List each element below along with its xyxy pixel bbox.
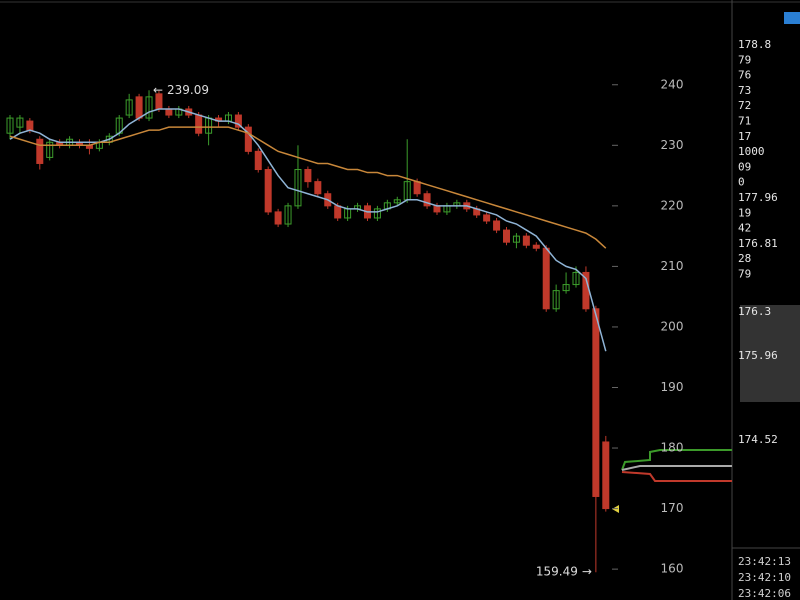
moving-average — [9, 126, 607, 249]
order-book-price: 174.52 — [738, 433, 778, 446]
order-book-price: 175.96 — [738, 349, 778, 362]
candle-body — [542, 247, 550, 310]
y-tick-label: 220 — [661, 198, 684, 212]
order-book-price: 178.8 — [738, 38, 771, 51]
bid-line — [621, 449, 732, 471]
candle-body — [145, 96, 153, 119]
candle-body — [46, 141, 54, 158]
arrow: ← — [153, 83, 163, 97]
candle-body — [294, 169, 302, 207]
arrow: → — [582, 565, 592, 579]
y-tick-label: 230 — [661, 138, 684, 152]
trade-time: 23:42:13 — [738, 555, 791, 568]
order-book-price: 76 — [738, 69, 751, 82]
candle-body — [234, 114, 242, 128]
candle-body — [36, 138, 44, 164]
order-book-price: 71 — [738, 115, 751, 128]
candle-body — [483, 214, 491, 222]
candle-body — [592, 308, 600, 497]
candle-body — [562, 284, 570, 292]
candle-body — [135, 96, 143, 119]
order-book-price: 79 — [738, 268, 751, 281]
y-tick-label: 200 — [661, 319, 684, 333]
candle-body — [602, 441, 610, 510]
candle-body — [195, 114, 203, 134]
candle-body — [314, 181, 322, 195]
candle-body — [264, 169, 272, 213]
candle-body — [244, 126, 252, 152]
candle-body — [522, 235, 530, 246]
order-book-price: 1000 — [738, 145, 765, 158]
high-annotation: 239.09 — [167, 83, 209, 97]
order-book-price: 176.81 — [738, 237, 778, 250]
candle-body — [512, 235, 520, 243]
ask-line — [621, 471, 732, 482]
order-book-price: 176.3 — [738, 305, 771, 318]
order-book-price: 79 — [738, 53, 751, 66]
order-book-price: 42 — [738, 222, 751, 235]
candle-body — [393, 199, 401, 204]
candle-body — [552, 290, 560, 310]
candle-body — [16, 117, 24, 128]
order-book-price: 28 — [738, 252, 751, 265]
last-line — [621, 465, 732, 471]
candle-body — [274, 211, 282, 225]
y-tick-label: 170 — [661, 501, 684, 515]
candle-body — [532, 244, 540, 249]
candle-body — [334, 205, 342, 219]
order-book-price: 73 — [738, 84, 751, 97]
order-book-price: 17 — [738, 130, 751, 143]
low-annotation: 159.49 — [536, 565, 578, 579]
candle-body — [26, 120, 34, 131]
candle-body — [423, 193, 431, 207]
candle-body — [284, 205, 292, 225]
y-tick-label: 210 — [661, 259, 684, 273]
candle-body — [125, 99, 133, 116]
candle-body — [165, 108, 173, 116]
y-tick-label: 180 — [661, 441, 684, 455]
candle-body — [433, 205, 441, 213]
trade-time: 23:42:10 — [738, 571, 791, 584]
order-book-price: 177.96 — [738, 191, 778, 204]
book-highlight — [740, 305, 800, 402]
y-tick-label: 240 — [661, 77, 684, 91]
y-tick-label: 160 — [661, 562, 684, 576]
order-book-price: 0 — [738, 176, 745, 189]
candle-body — [304, 169, 312, 183]
order-book-price: 19 — [738, 206, 751, 219]
candle-body — [572, 271, 580, 286]
order-book-price: 72 — [738, 99, 751, 112]
candle-body — [6, 117, 14, 134]
candle-body — [373, 208, 381, 219]
trade-time: 23:42:06 — [738, 587, 791, 600]
candle-body — [254, 150, 262, 171]
candle-body — [493, 220, 501, 231]
candle-body — [503, 229, 510, 243]
candle-body — [413, 181, 421, 195]
y-tick-label: 190 — [661, 380, 684, 394]
order-book-price: 09 — [738, 160, 751, 173]
panel-icon — [784, 12, 800, 24]
moving-average — [9, 108, 607, 352]
